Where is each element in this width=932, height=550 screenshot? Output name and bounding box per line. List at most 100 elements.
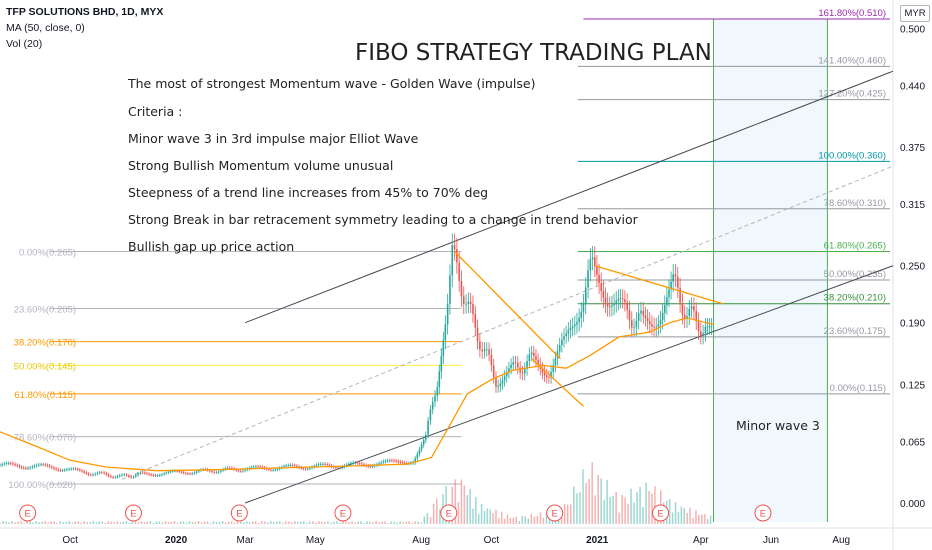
volume-indicator-label[interactable]: Vol (20) xyxy=(6,38,43,50)
symbol-title: TFP SOLUTIONS BHD, 1D, MYX xyxy=(6,6,164,18)
candle-body xyxy=(593,257,596,266)
candle-body xyxy=(228,467,231,469)
candle-body xyxy=(526,361,528,369)
candle-body xyxy=(213,471,216,473)
candle-body xyxy=(472,304,474,315)
note-line: Strong Bullish Momentum volume unusual xyxy=(128,158,394,173)
orange-trend-line xyxy=(531,358,584,407)
earnings-marker-label: E xyxy=(552,509,558,520)
candle-body xyxy=(688,308,691,317)
trend-channel-line xyxy=(121,165,894,480)
candle-body xyxy=(505,372,508,377)
candle-body xyxy=(242,470,244,472)
candle-body xyxy=(563,335,565,340)
candle-body xyxy=(710,326,713,328)
candle-body xyxy=(666,297,668,306)
candle-body xyxy=(554,358,557,366)
candle-body xyxy=(543,372,546,376)
candle-body xyxy=(469,301,472,305)
candle-body xyxy=(63,469,66,471)
candle-body xyxy=(388,460,391,462)
candle-body xyxy=(697,321,700,332)
earnings-marker-label: E xyxy=(130,509,136,520)
candle-body xyxy=(1,464,3,466)
candle-body xyxy=(561,339,563,346)
candle-body xyxy=(18,465,21,467)
candle-body xyxy=(354,462,357,464)
candle-body xyxy=(681,302,684,315)
ma50-line xyxy=(0,317,714,472)
candle-body xyxy=(169,471,172,473)
candle-body xyxy=(416,454,419,459)
candle-body xyxy=(490,354,493,366)
fib-ext-level-label: 61.80%(0.265) xyxy=(824,241,886,252)
candle-body xyxy=(550,371,552,378)
candle-body xyxy=(608,306,611,308)
earnings-marker-label: E xyxy=(446,509,452,520)
candle-body xyxy=(517,362,519,368)
candle-body xyxy=(161,474,163,476)
candle-body xyxy=(291,465,294,466)
candle-body xyxy=(418,449,421,455)
candle-body xyxy=(474,314,477,328)
candle-body xyxy=(319,463,322,465)
candle-body xyxy=(130,476,132,478)
candle-body xyxy=(29,467,32,469)
candle-body xyxy=(378,463,380,465)
candle-body xyxy=(44,464,47,466)
candle-body xyxy=(683,314,686,319)
candle-body xyxy=(66,469,68,471)
ma-indicator-label[interactable]: MA (50, close, 0) xyxy=(6,22,85,34)
candle-body xyxy=(239,470,242,472)
candle-body xyxy=(451,245,454,276)
candle-body xyxy=(5,463,8,464)
candle-body xyxy=(121,474,123,476)
candle-body xyxy=(180,471,183,473)
candle-body xyxy=(20,466,23,468)
candle-body xyxy=(304,468,307,470)
candle-body xyxy=(348,463,350,465)
wave-label: Minor wave 3 xyxy=(736,418,820,433)
candle-body xyxy=(558,345,561,352)
candle-body xyxy=(442,340,445,356)
candle-body xyxy=(105,473,108,475)
candle-body xyxy=(42,464,44,466)
candle-body xyxy=(40,464,42,466)
price-tick-label: 0.315 xyxy=(900,200,925,211)
candle-body xyxy=(611,305,613,307)
candle-body xyxy=(81,470,83,472)
candle-body xyxy=(268,469,270,470)
candle-body xyxy=(420,444,423,450)
candle-body xyxy=(94,473,97,475)
currency-badge[interactable]: MYR xyxy=(900,5,930,22)
candle-body xyxy=(492,365,495,378)
candle-body xyxy=(184,472,187,474)
fib-ext-level-label: 141.40%(0.460) xyxy=(818,55,886,66)
candle-body xyxy=(171,470,174,472)
candle-body xyxy=(259,466,262,468)
fib-ext-level-label: 161.80%(0.510) xyxy=(818,8,886,19)
candle-body xyxy=(187,473,189,475)
candle-body xyxy=(176,470,178,472)
candle-body xyxy=(619,298,622,300)
fib-ret-level-label: 38.20%(0.170) xyxy=(14,338,76,349)
projection-zone xyxy=(713,18,828,523)
candle-body xyxy=(125,474,128,476)
candle-body xyxy=(677,276,679,288)
candle-body xyxy=(197,470,200,472)
candle-body xyxy=(326,464,328,466)
candle-body xyxy=(257,466,259,468)
candle-body xyxy=(663,305,666,313)
candle-body xyxy=(596,265,598,275)
candle-body xyxy=(589,259,592,271)
candle-body xyxy=(642,310,645,316)
candle-body xyxy=(146,473,148,474)
candle-body xyxy=(523,368,526,374)
candle-body xyxy=(521,372,524,374)
earnings-marker-label: E xyxy=(657,509,663,520)
candle-body xyxy=(613,303,615,306)
candle-body xyxy=(693,306,695,311)
candle-body xyxy=(626,302,628,310)
candle-body xyxy=(352,462,354,464)
